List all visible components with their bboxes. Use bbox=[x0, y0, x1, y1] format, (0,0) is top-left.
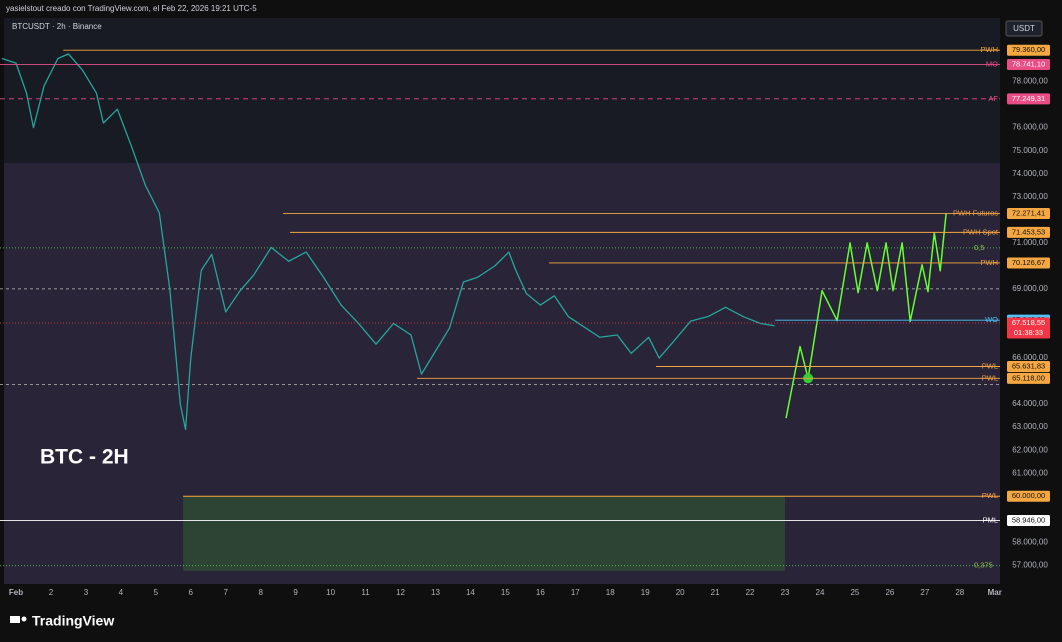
x-tick-label: 7 bbox=[224, 588, 229, 597]
y-tick-label: 64.000,00 bbox=[1012, 399, 1048, 408]
last-price-tag bbox=[1007, 317, 1050, 339]
x-tick-label: 9 bbox=[293, 588, 298, 597]
level-value: 60.000,00 bbox=[1012, 491, 1045, 500]
y-tick-label: 73.000,00 bbox=[1012, 192, 1048, 201]
level-value: 72.271,41 bbox=[1012, 209, 1045, 218]
brand: TradingView bbox=[32, 613, 114, 629]
y-tick-label: 57.000,00 bbox=[1012, 560, 1048, 569]
y-tick-label: 62.000,00 bbox=[1012, 445, 1048, 454]
x-tick-label: 25 bbox=[850, 588, 859, 597]
level-name: PWH bbox=[981, 258, 999, 267]
y-tick-label: 58.000,00 bbox=[1012, 537, 1048, 546]
level-name: PWH Spot bbox=[963, 227, 999, 236]
level-name: PWH bbox=[981, 45, 999, 54]
watermark: BTC - 2H bbox=[40, 446, 129, 469]
x-tick-label: 2 bbox=[49, 588, 54, 597]
zone bbox=[183, 496, 786, 571]
x-tick-label: 5 bbox=[154, 588, 159, 597]
y-tick-label: 69.000,00 bbox=[1012, 284, 1048, 293]
x-tick-label: 24 bbox=[816, 588, 825, 597]
level-tag bbox=[1007, 208, 1050, 220]
x-tick-label: 13 bbox=[431, 588, 440, 597]
level-name: PML bbox=[983, 516, 998, 525]
level-value: 77.249,31 bbox=[1012, 94, 1045, 103]
currency-label: USDT bbox=[1013, 24, 1035, 33]
x-tick-label: 18 bbox=[606, 588, 615, 597]
level-tag bbox=[1007, 515, 1050, 527]
level-name: PWL bbox=[982, 491, 998, 500]
y-tick-label: 75.000,00 bbox=[1012, 146, 1048, 155]
last-price-value: 67.518,55 bbox=[1012, 318, 1045, 327]
y-tick-label: 63.000,00 bbox=[1012, 422, 1048, 431]
x-tick-label: 3 bbox=[84, 588, 89, 597]
level-tag bbox=[1007, 372, 1050, 384]
x-tick-label: 26 bbox=[885, 588, 894, 597]
level-tag bbox=[1007, 93, 1050, 105]
x-tick-label: 19 bbox=[641, 588, 650, 597]
currency-button[interactable] bbox=[1005, 20, 1043, 37]
y-tick-label: 71.000,00 bbox=[1012, 238, 1048, 247]
level-tag bbox=[1007, 226, 1050, 238]
x-tick-label: 10 bbox=[326, 588, 335, 597]
level-name: PWL bbox=[982, 361, 998, 370]
level-value: 71.453,53 bbox=[1012, 227, 1045, 236]
level-value: 78.741,10 bbox=[1012, 59, 1045, 68]
level-tag bbox=[1007, 58, 1050, 70]
x-tick-label: 17 bbox=[571, 588, 580, 597]
level-tag bbox=[1007, 257, 1050, 269]
countdown: 01:38:33 bbox=[1014, 328, 1043, 337]
x-tick-label: 22 bbox=[746, 588, 755, 597]
level-name: PWH Futuros bbox=[953, 209, 998, 218]
level-value: 65.631,83 bbox=[1012, 361, 1045, 370]
logo bbox=[10, 616, 27, 623]
x-tick-label: 21 bbox=[711, 588, 720, 597]
level-value: 70.126,67 bbox=[1012, 258, 1045, 267]
level-name: PWL bbox=[982, 373, 998, 382]
x-tick-label: 11 bbox=[361, 588, 370, 597]
x-tick-label: 27 bbox=[920, 588, 929, 597]
x-tick-label: 28 bbox=[955, 588, 964, 597]
y-tick-label: 61.000,00 bbox=[1012, 468, 1048, 477]
x-tick-label: Feb bbox=[9, 588, 23, 597]
level-tag bbox=[1007, 44, 1050, 56]
y-tick-label: 76.000,00 bbox=[1012, 123, 1048, 132]
level-value: 58.946,00 bbox=[1012, 516, 1045, 525]
symbol: BTCUSDT · 2h · Binance bbox=[12, 22, 102, 31]
y-tick-label: 78.000,00 bbox=[1012, 77, 1048, 86]
level-name: WO bbox=[985, 315, 998, 324]
x-tick-label: 16 bbox=[536, 588, 545, 597]
x-tick-label: 23 bbox=[781, 588, 790, 597]
x-tick-label: 4 bbox=[119, 588, 124, 597]
x-tick-label: 6 bbox=[189, 588, 194, 597]
price-line bbox=[785, 212, 947, 419]
level-name: AF bbox=[988, 94, 998, 103]
price-line bbox=[1, 53, 775, 431]
x-tick-label: 12 bbox=[396, 588, 405, 597]
header: yasielstout creado con TradingView.com, … bbox=[6, 4, 257, 13]
y-tick-label: 66.000,00 bbox=[1012, 353, 1048, 362]
level-tag bbox=[1007, 361, 1050, 373]
level-name: MO bbox=[986, 59, 998, 68]
level-value: 79.360,00 bbox=[1012, 45, 1045, 54]
level-tag bbox=[1007, 490, 1050, 502]
x-tick-label: 8 bbox=[258, 588, 263, 597]
x-tick-label: 20 bbox=[676, 588, 685, 597]
fib-label: 0,375 bbox=[974, 561, 993, 570]
fib-label: 0,5 bbox=[974, 243, 984, 252]
x-tick-label: Mar bbox=[988, 588, 1002, 597]
x-tick-label: 14 bbox=[466, 588, 475, 597]
y-tick-label: 74.000,00 bbox=[1012, 169, 1048, 178]
level-value: 65.118,00 bbox=[1012, 373, 1045, 382]
x-tick-label: 15 bbox=[501, 588, 510, 597]
